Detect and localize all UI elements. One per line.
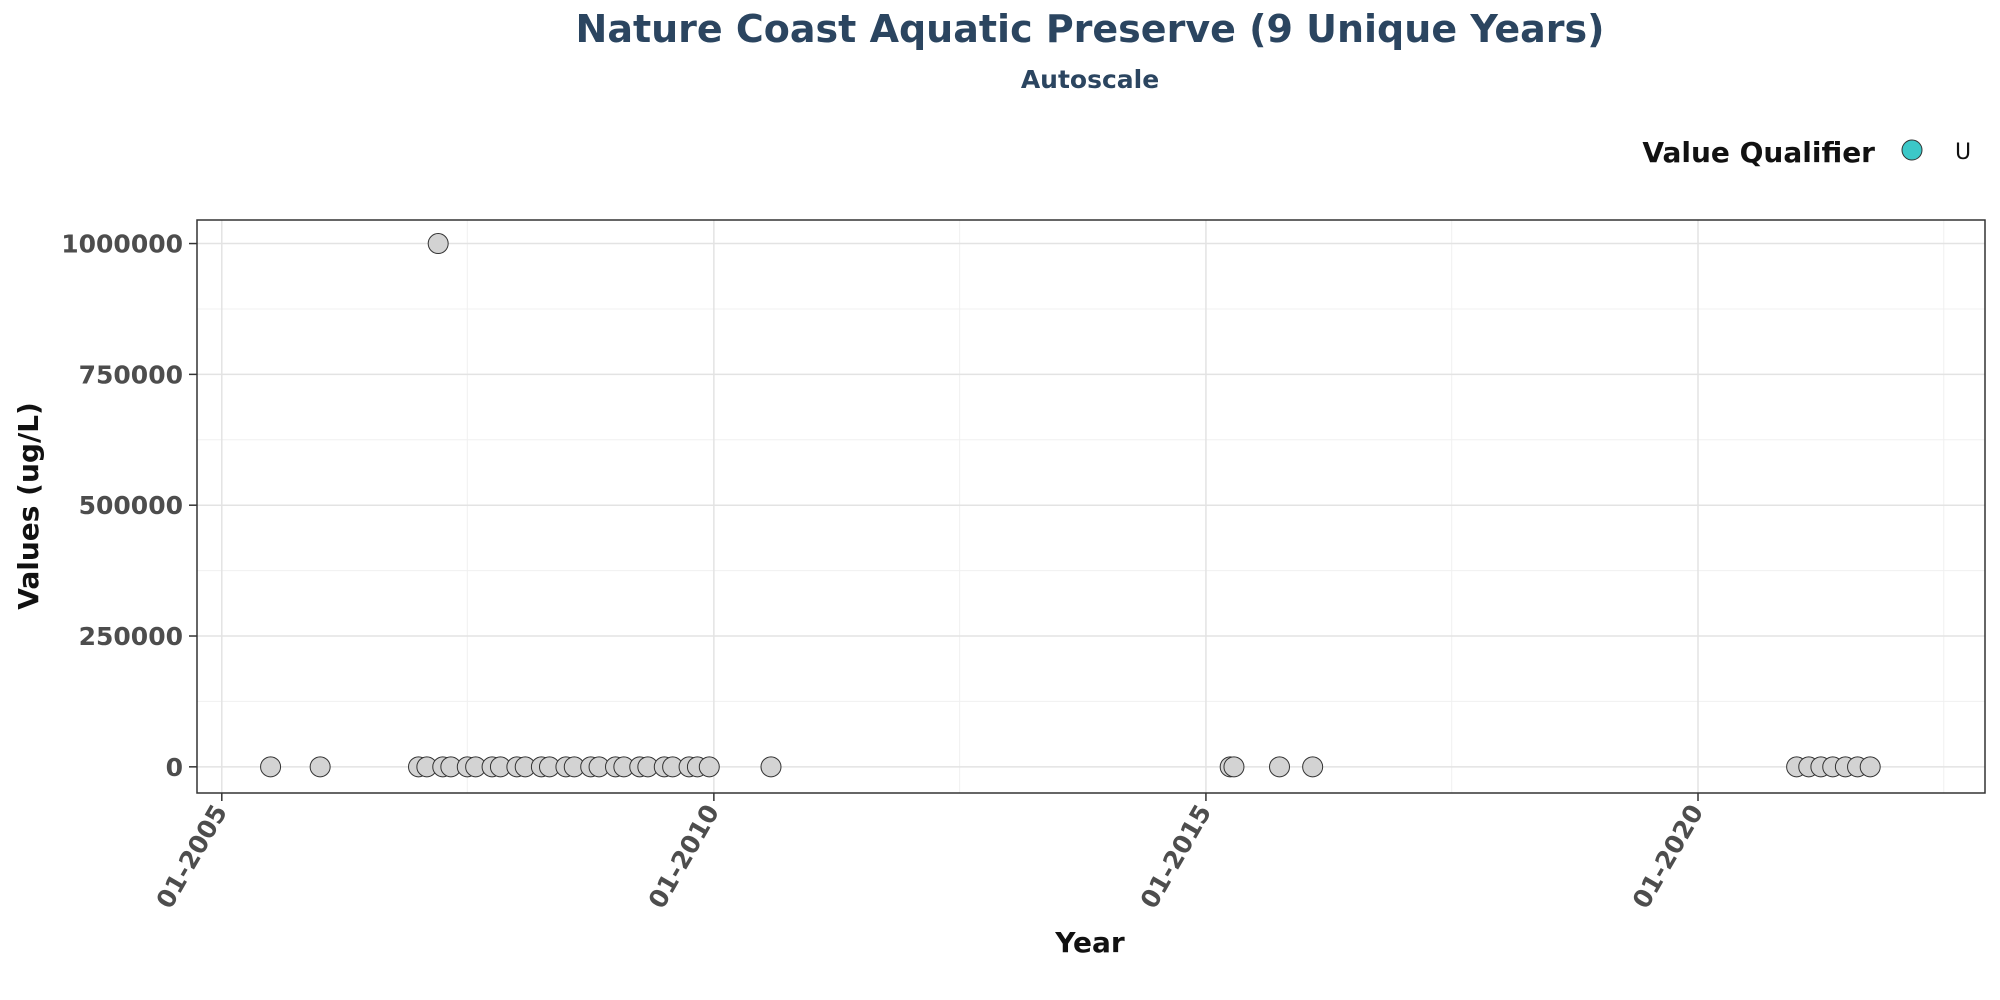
legend-swatch-u	[1901, 139, 1923, 161]
data-point	[1269, 756, 1291, 778]
data-point	[760, 756, 782, 778]
y-axis-title: Values (ug/L)	[12, 402, 45, 610]
y-tick-label: 250000	[79, 622, 183, 651]
data-point	[260, 756, 282, 778]
data-point	[1223, 756, 1245, 778]
data-point	[1859, 756, 1881, 778]
x-tick-label: 01-2020	[1627, 800, 1709, 914]
x-tick-label: 01-2015	[1135, 800, 1217, 914]
y-tick-label: 500000	[79, 491, 183, 520]
plot-border	[196, 219, 1986, 794]
y-tick-label: 750000	[79, 360, 183, 389]
data-point	[427, 233, 449, 255]
grid	[197, 220, 1985, 793]
chart-title: Nature Coast Aquatic Preserve (9 Unique …	[576, 7, 1605, 51]
data-point	[309, 756, 331, 778]
data-point	[1302, 756, 1324, 778]
data-points	[260, 233, 1881, 778]
legend-label-u: U	[1955, 140, 1971, 165]
x-axis: 01-2005 01-2010 01-2015 01-2020	[150, 793, 1709, 913]
y-tick-label: 0	[166, 753, 183, 782]
data-point	[698, 756, 720, 778]
y-tick-label: 1000000	[61, 230, 183, 259]
legend: Value Qualifier U	[1642, 136, 1971, 169]
y-axis: 0 250000 500000 750000 1000000	[61, 230, 197, 782]
legend-title: Value Qualifier	[1642, 136, 1875, 169]
x-tick-label: 01-2005	[150, 800, 232, 914]
x-axis-title: Year	[1054, 926, 1125, 959]
x-tick-label: 01-2010	[643, 800, 725, 914]
chart-subtitle: Autoscale	[1021, 65, 1159, 94]
